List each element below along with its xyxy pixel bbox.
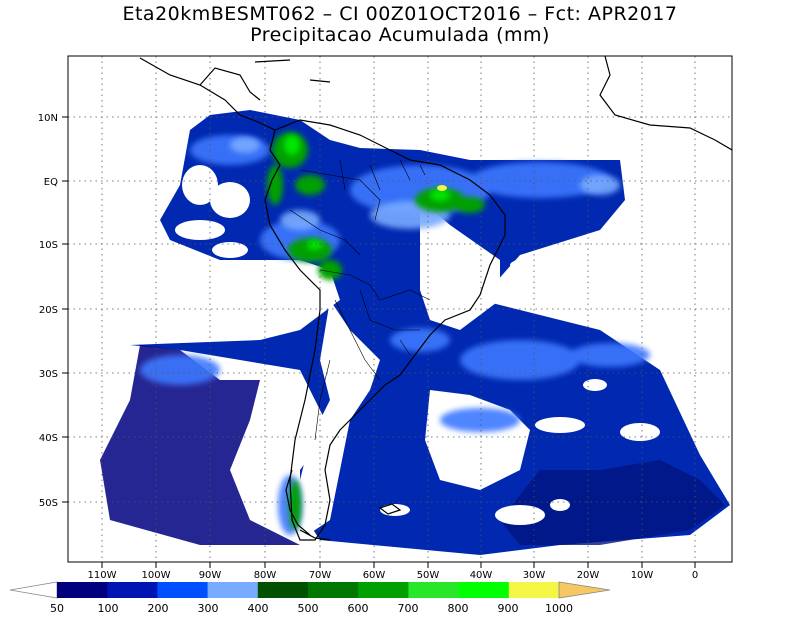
country-borders — [289, 159, 431, 441]
lat-label-20s: 20S — [39, 305, 58, 316]
precip-field-dark-band-2 — [500, 460, 725, 545]
lat-label-eq: EQ — [44, 177, 58, 188]
colorbar-swatch — [107, 582, 158, 598]
colorbar-swatch — [257, 582, 309, 598]
colorbar-swatch — [358, 582, 409, 598]
tick-marks — [62, 116, 696, 568]
colorbar-label-1000: 1000 — [545, 602, 573, 615]
lat-label-30s: 30S — [39, 369, 58, 380]
precip-max — [437, 185, 447, 191]
colorbar-label-500: 500 — [298, 602, 319, 615]
lat-label-10s: 10S — [39, 240, 58, 251]
central-america-coast — [139, 57, 331, 131]
lon-label-40w: 40W — [470, 570, 493, 581]
map-title: Eta20kmBESMT062 – CI 00Z01OCT2016 – Fct:… — [122, 3, 678, 25]
precip-very-high — [284, 135, 450, 250]
chile-archipelago — [285, 469, 331, 541]
colorbar-label-50: 50 — [50, 602, 64, 615]
colorbar-swatches — [57, 582, 560, 598]
south-america-coast — [264, 119, 506, 541]
colorbar-label-600: 600 — [348, 602, 369, 615]
colorbar: 50 100 200 300 400 500 600 700 800 900 1… — [9, 581, 611, 615]
colorbar-swatch — [207, 582, 259, 598]
lat-label-50s: 50S — [39, 498, 58, 509]
colorbar-label-400: 400 — [248, 602, 269, 615]
lon-label-10w: 10W — [631, 570, 654, 581]
colorbar-swatch — [308, 582, 359, 598]
lon-label-110w: 110W — [88, 570, 117, 581]
colorbar-labels: 50 100 200 300 400 500 600 700 800 900 1… — [50, 602, 573, 615]
precip-field-dark-band — [100, 345, 300, 545]
map-subtitle: Precipitacao Acumulada (mm) — [250, 24, 550, 46]
colorbar-under-arrow — [9, 581, 58, 599]
lon-label-100w: 100W — [142, 570, 171, 581]
colorbar-label-800: 800 — [448, 602, 469, 615]
falklands-coast — [378, 503, 402, 515]
colorbar-swatch — [458, 582, 510, 598]
colorbar-swatch — [57, 582, 108, 598]
colorbar-label-700: 700 — [398, 602, 419, 615]
colorbar-swatch — [508, 582, 560, 598]
lat-label-10n: 10N — [38, 113, 58, 124]
colorbar-swatch — [408, 582, 459, 598]
lon-label-70w: 70W — [309, 570, 332, 581]
colorbar-label-200: 200 — [148, 602, 169, 615]
lon-label-0: 0 — [692, 570, 698, 581]
coastlines — [139, 56, 732, 541]
lon-label-60w: 60W — [363, 570, 386, 581]
colorbar-label-300: 300 — [198, 602, 219, 615]
lon-label-30w: 30W — [523, 570, 546, 581]
lon-label-80w: 80W — [254, 570, 277, 581]
lon-label-50w: 50W — [417, 570, 440, 581]
lon-label-90w: 90W — [199, 570, 222, 581]
map-area — [68, 56, 732, 562]
colorbar-swatch — [157, 582, 208, 598]
lat-label-40s: 40S — [39, 433, 58, 444]
lon-label-20w: 20W — [577, 570, 600, 581]
colorbar-label-100: 100 — [98, 602, 119, 615]
longitude-labels: 110W 100W 90W 80W 70W 60W 50W 40W 30W 20… — [88, 570, 699, 581]
colorbar-label-900: 900 — [498, 602, 519, 615]
colorbar-over-arrow — [558, 581, 611, 599]
africa-coast — [599, 56, 732, 151]
latitude-labels: 10N EQ 10S 20S 30S 40S 50S — [38, 113, 58, 509]
